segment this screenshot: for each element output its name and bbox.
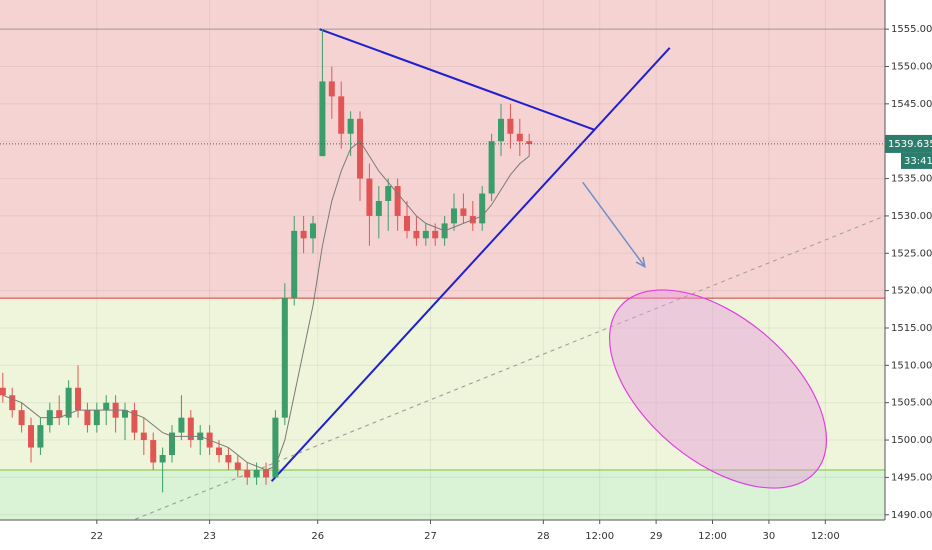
candle-body [140,432,147,441]
trend-line [270,47,671,482]
candle-body [178,417,185,433]
candle-body [169,432,176,455]
candle-body [9,395,16,411]
countdown-box [901,152,932,169]
candle-body [460,208,467,216]
zone [0,469,885,520]
candle-body [272,417,279,478]
arrow-head [635,256,646,269]
x-tick-label: 26 [311,531,324,542]
candle-body [187,417,194,441]
candle-body [422,230,429,239]
y-tick-label: 1495.000 [891,472,932,483]
candle-body [159,455,166,463]
moving-average [2,140,530,471]
candle-body [281,298,288,418]
candle-body [0,387,6,396]
y-tick-label: 1545.000 [891,99,932,110]
candle-body [498,118,505,142]
candle-body [394,186,401,216]
candle-body [18,410,25,426]
price-axis [885,0,932,550]
y-tick-label: 1550.000 [891,61,932,72]
plot-area [0,0,886,523]
y-tick-label: 1510.000 [891,360,932,371]
candle-body [56,410,63,418]
last-price-box [885,134,932,153]
candle-body [507,118,514,134]
x-tick-label: 23 [203,531,216,542]
candle-body [93,410,100,426]
x-tick-label: 12:00 [698,531,727,542]
y-tick-label: 1500.000 [891,435,932,446]
x-tick-label: 22 [90,531,103,542]
x-tick-label: 28 [537,531,550,542]
candle-body [300,230,307,239]
candle-body [357,118,364,179]
candle-body [216,447,223,455]
arrow [582,181,646,268]
y-tick-label: 1530.000 [891,211,932,222]
y-tick-label: 1505.000 [891,398,932,409]
candle-body [310,223,317,239]
candle-body [37,425,44,448]
candle-body [122,410,129,418]
candle-body [131,410,138,433]
candle-body [404,215,411,231]
x-tick-label: 27 [424,531,437,542]
y-tick-label: 1525.000 [891,248,932,259]
y-tick-label: 1535.000 [891,174,932,185]
countdown-label: 33:41 [904,156,932,167]
x-tick-label: 12:00 [811,531,840,542]
y-tick-label: 1490.000 [891,510,932,521]
candle-body [84,410,91,426]
candle-body [150,440,157,463]
candle-body [488,141,495,194]
candle-body [225,455,232,463]
candle-body [65,387,72,418]
x-tick-label: 29 [650,531,663,542]
candle-body [432,230,439,239]
candle-body [319,81,326,157]
candle-body [347,118,354,134]
candle-body [28,425,35,448]
x-tick-label: 12:00 [585,531,614,542]
candle-body [75,387,82,411]
candle-body [385,186,392,201]
candle-body [103,402,110,411]
y-tick-label: 1555.000 [891,24,932,35]
target-ellipse [608,289,828,489]
candle-body [413,230,420,239]
candle-body [516,133,523,142]
candle-body [526,141,533,144]
zone [0,0,885,299]
candle-body [234,462,241,470]
candle-body [451,208,458,224]
y-tick-label: 1515.000 [891,323,932,334]
candle-body [338,96,345,134]
zone [0,298,885,470]
candle-body [479,193,486,224]
last-price-label: 1539.635 [888,139,932,150]
candle-body [244,469,251,478]
candle-body [253,469,260,478]
candle-body [328,81,335,97]
y-tick-label: 1520.000 [891,286,932,297]
trend-line [319,28,596,131]
time-axis [0,520,932,550]
candle-body [375,200,382,216]
candle-body [263,469,270,478]
candle-body [291,230,298,299]
x-tick-label: 30 [763,531,776,542]
candle-body [366,178,373,216]
